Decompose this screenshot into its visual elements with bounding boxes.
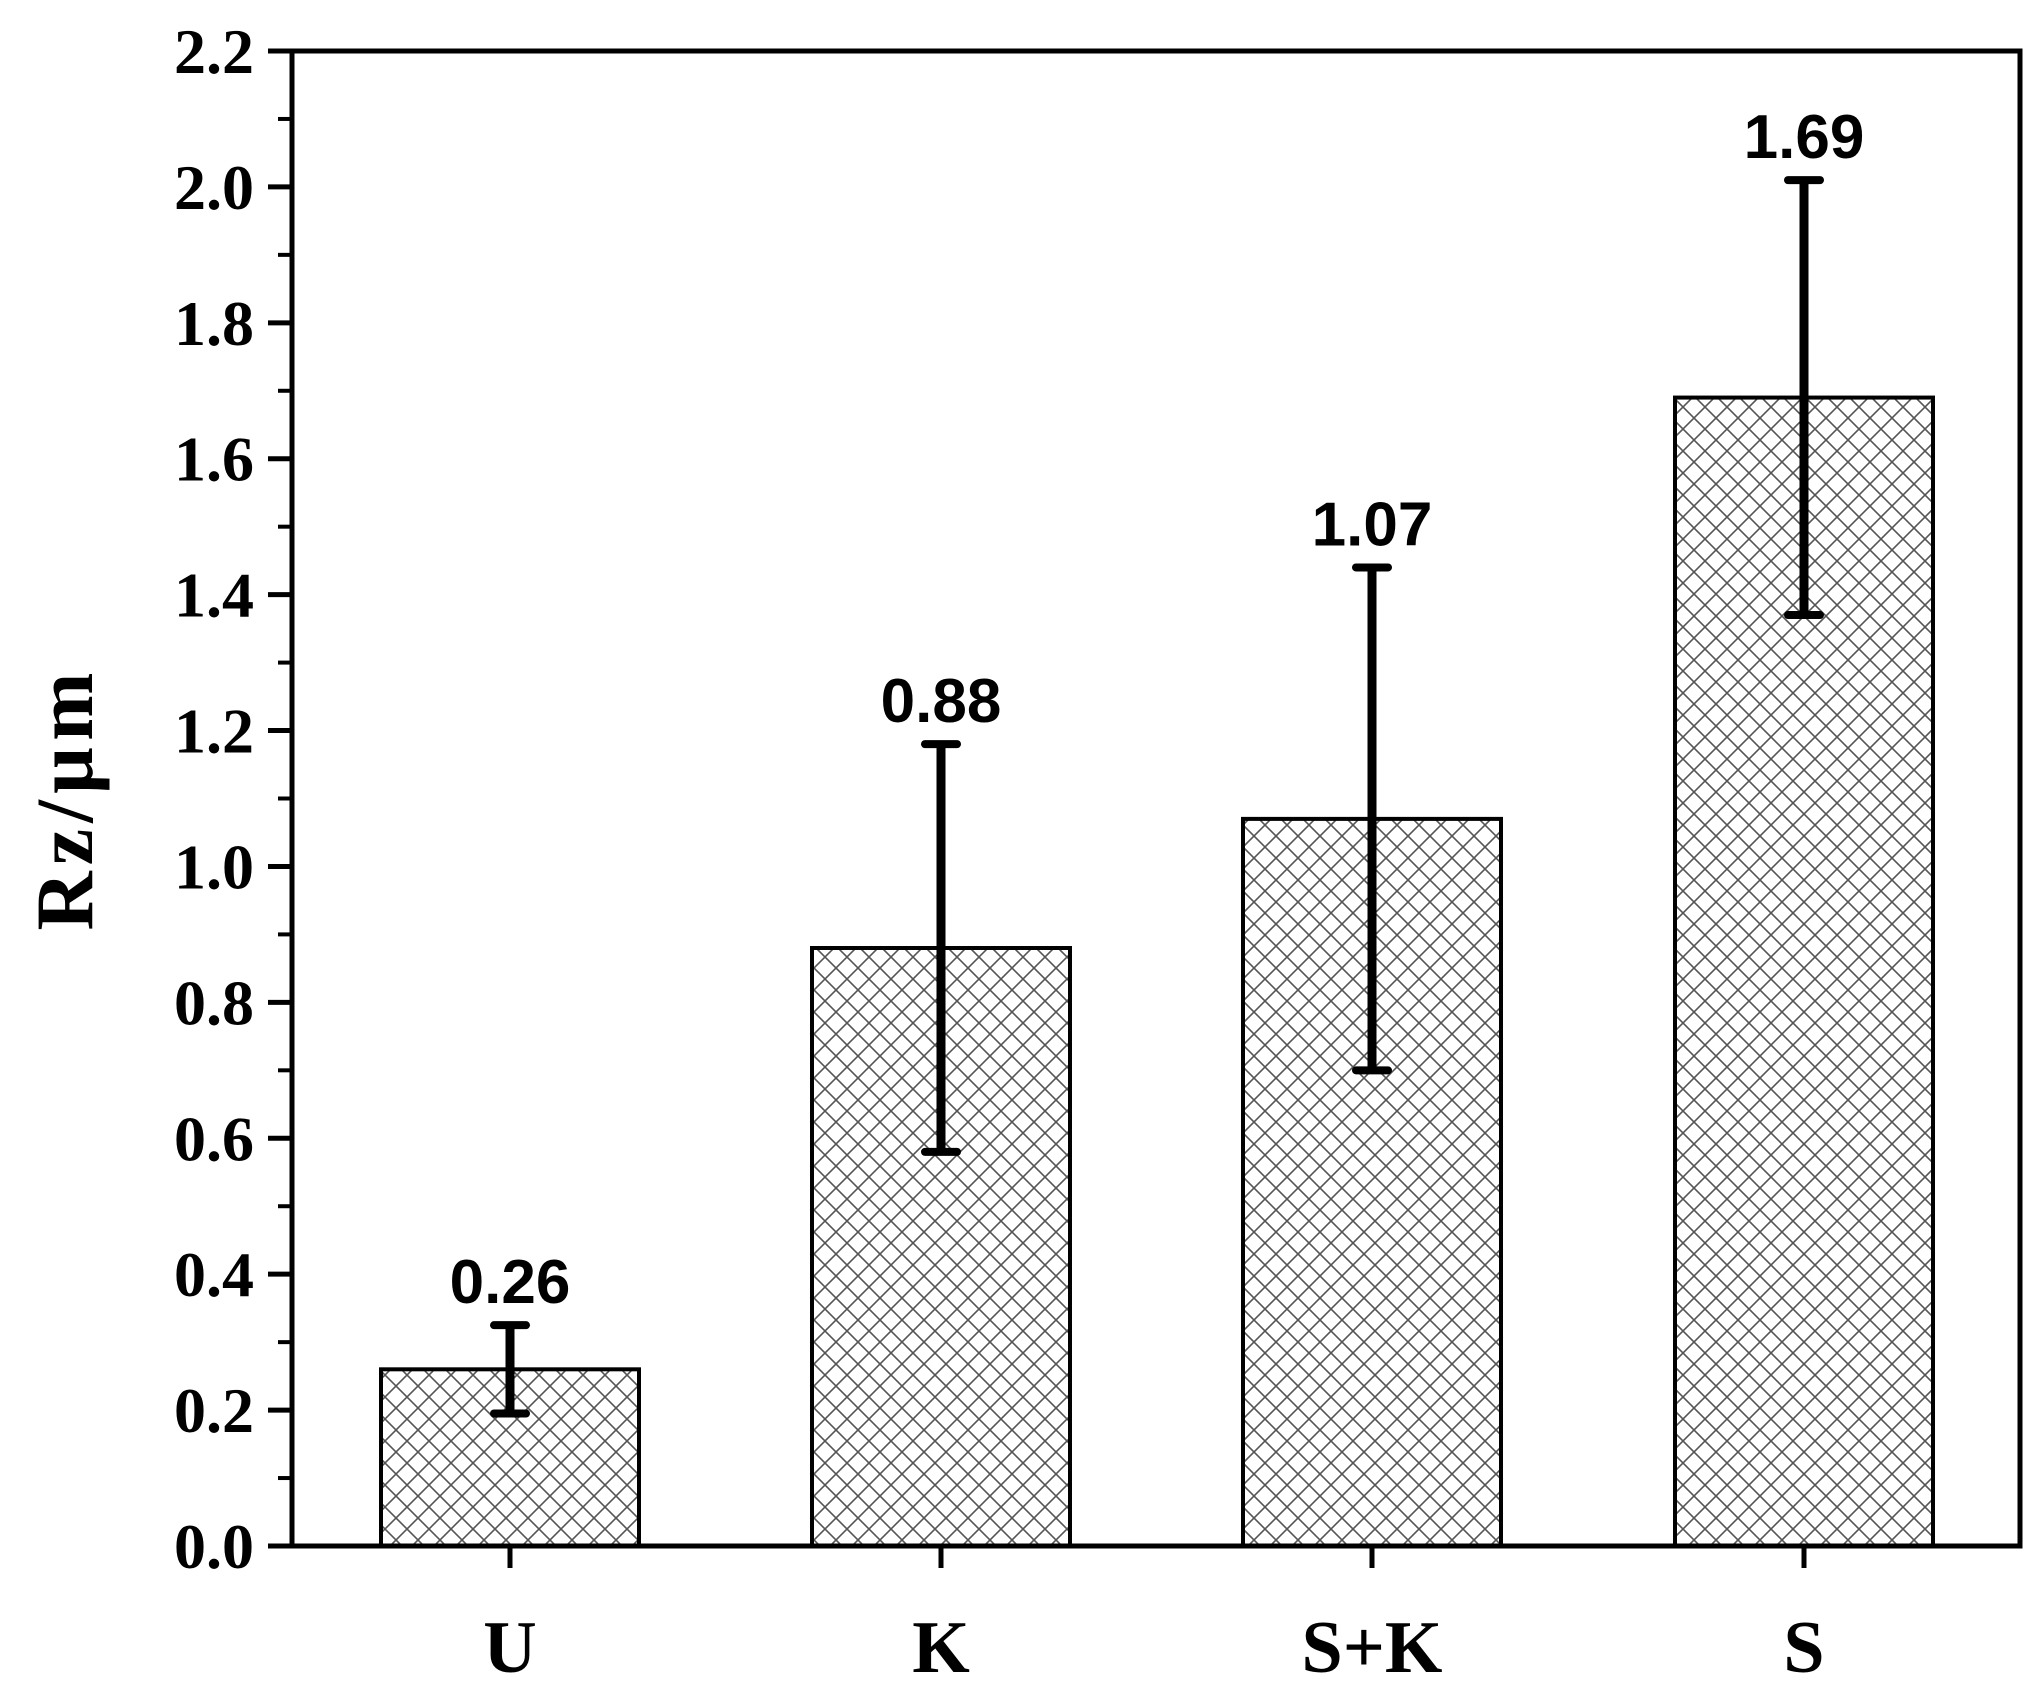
y-tick-label: 1.4 [174,560,254,631]
y-tick-label: 0.2 [174,1375,254,1446]
error-bars-layer [490,176,1824,1418]
y-tick-label: 0.4 [174,1239,254,1310]
labels-layer: 0.0 0.2 0.4 0.6 0.8 1.0 1.2 1.4 1.6 1.8 2.0 2.2 U K S+… [19,16,1864,1683]
y-tick-label: 2.0 [174,152,254,223]
y-axis-label: Rz/µm [19,667,110,931]
bars-layer [379,395,1935,1549]
data-label-U: 0.26 [450,1248,571,1317]
data-label-S+K: 1.07 [1312,490,1433,559]
data-label-S: 1.69 [1744,103,1865,172]
y-tick-label: 1.0 [174,831,254,902]
y-tick-label: 1.6 [174,424,254,495]
x-tick-label-S+K: S+K [1302,1607,1443,1683]
data-label-K: 0.88 [881,667,1002,736]
y-tick-label: 0.6 [174,1103,254,1174]
axes-layer [268,48,2023,1568]
x-tick-label-S: S [1783,1607,1824,1683]
y-tick-label: 0.0 [174,1511,254,1582]
x-tick-label-U: U [483,1607,536,1683]
y-tick-label: 1.2 [174,696,254,767]
y-tick-label: 0.8 [174,967,254,1038]
x-tick-label-K: K [912,1607,970,1683]
y-tick-label: 1.8 [174,288,254,359]
y-tick-label: 2.2 [174,16,254,87]
